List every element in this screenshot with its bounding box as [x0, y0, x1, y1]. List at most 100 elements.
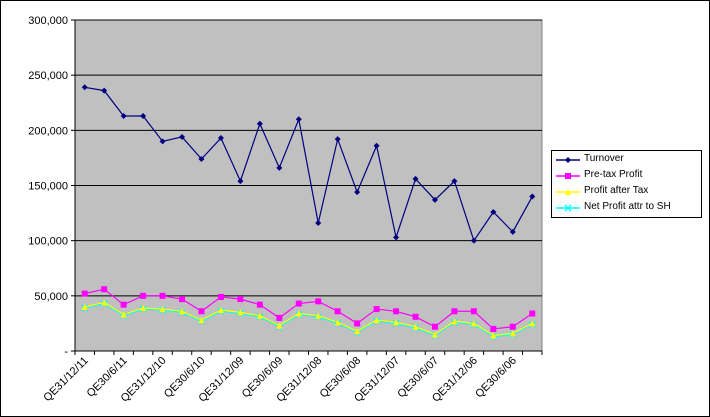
- turnover-point: [451, 178, 458, 185]
- legend-swatch-profit-after-tax: [556, 189, 580, 195]
- profit-after-tax-point: [393, 319, 400, 326]
- legend: Turnover Pre-tax Profit Profit after Tax Ne…: [551, 150, 702, 218]
- turnover-point: [315, 220, 322, 227]
- turnover-point: [431, 196, 438, 203]
- series-layer: [81, 84, 536, 341]
- series-turnover: [81, 84, 536, 244]
- pre-tax-profit-point: [470, 308, 477, 315]
- turnover-point: [334, 136, 341, 143]
- turnover-point: [120, 112, 127, 119]
- pre-tax-profit-point: [217, 293, 224, 300]
- pre-tax-profit-point: [315, 298, 322, 305]
- profit-after-tax-point: [373, 317, 380, 324]
- pre-tax-profit-point: [509, 323, 516, 330]
- pre-tax-profit-point: [451, 308, 458, 315]
- legend-label-turnover: Turnover: [584, 153, 624, 164]
- pre-tax-profit-point: [198, 308, 205, 315]
- x-tick-label: QE30/6/06: [473, 355, 519, 401]
- profit-after-tax-point: [295, 310, 302, 317]
- x-tick-label: QE31/12/11: [41, 355, 90, 404]
- profit-after-tax-point: [217, 307, 224, 314]
- profit-after-tax-point: [159, 306, 166, 313]
- turnover-point: [354, 189, 361, 196]
- legend-swatch-turnover: [556, 157, 580, 163]
- pre-tax-profit-point: [179, 296, 186, 303]
- series-line-net-profit-attr-to-sh: [84, 302, 533, 338]
- legend-item-turnover: Turnover: [552, 152, 701, 168]
- turnover-point: [256, 120, 263, 127]
- y-tick-label: 250,000: [28, 70, 68, 82]
- turnover-point: [276, 164, 283, 171]
- profit-after-tax-point: [451, 318, 458, 325]
- legend-label-pre-tax-profit: Pre-tax Profit: [584, 169, 643, 180]
- profit-after-tax-point: [431, 331, 438, 338]
- y-tick-label: 50,000: [34, 291, 68, 303]
- pre-tax-profit-point: [276, 314, 283, 321]
- y-tick-label: 300,000: [28, 15, 68, 27]
- pre-tax-profit-point: [159, 292, 166, 299]
- profit-after-tax-point: [315, 312, 322, 319]
- turnover-point: [81, 84, 88, 91]
- profit-after-tax-point: [81, 303, 88, 310]
- legend-item-pre-tax-profit: Pre-tax Profit: [552, 168, 701, 184]
- legend-label-net-profit-attr-to-sh: Net Profit attr to SH: [584, 201, 671, 212]
- profit-after-tax-point: [470, 320, 477, 327]
- pre-tax-profit-point: [431, 323, 438, 330]
- profit-after-tax-point: [509, 330, 516, 337]
- pre-tax-profit-point: [256, 301, 263, 308]
- pre-tax-profit-point: [101, 286, 108, 293]
- pre-tax-profit-point: [565, 173, 571, 179]
- y-tick-label: 150,000: [28, 181, 68, 193]
- pre-tax-profit-point: [354, 320, 361, 327]
- turnover-point: [490, 208, 497, 215]
- legend-item-net-profit-attr-to-sh: Net Profit attr to SH: [552, 200, 701, 216]
- y-axis: - 50,000 100,000 150,000 200,000 250,000 300,0…: [28, 15, 76, 358]
- pre-tax-profit-point: [295, 300, 302, 307]
- profit-after-tax-point: [179, 308, 186, 315]
- turnover-point: [140, 112, 147, 119]
- series-line-profit-after-tax: [84, 301, 533, 337]
- y-tick-label: 200,000: [28, 125, 68, 137]
- y-tick-label: 100,000: [28, 236, 68, 248]
- pre-tax-profit-point: [529, 310, 536, 317]
- net-profit-attr-to-sh-point: [564, 204, 572, 212]
- profit-after-tax-point: [354, 328, 361, 335]
- series-line-pre-tax-profit: [84, 288, 533, 330]
- turnover-point: [393, 234, 400, 241]
- turnover-point: [237, 178, 244, 185]
- turnover-point: [470, 237, 477, 244]
- profit-after-tax-point: [120, 311, 127, 318]
- profit-after-tax-point: [140, 304, 147, 311]
- plot-area: [74, 19, 543, 352]
- pre-tax-profit-point: [120, 301, 127, 308]
- legend-label-profit-after-tax: Profit after Tax: [584, 185, 649, 196]
- pre-tax-profit-point: [334, 308, 341, 315]
- turnover-point: [198, 156, 205, 163]
- profit-after-tax-point: [276, 322, 283, 329]
- turnover-point: [217, 135, 224, 142]
- turnover-point: [565, 157, 571, 163]
- profit-after-tax-point: [237, 309, 244, 316]
- profit-after-tax-point: [490, 332, 497, 339]
- turnover-point: [509, 228, 516, 235]
- legend-swatch-net-profit-attr-to-sh: [556, 204, 580, 212]
- profit-after-tax-point: [101, 299, 108, 306]
- series-line-turnover: [84, 86, 533, 243]
- turnover-point: [179, 133, 186, 140]
- pre-tax-profit-point: [140, 292, 147, 299]
- pre-tax-profit-point: [237, 296, 244, 303]
- turnover-point: [159, 138, 166, 145]
- y-tick-label: -: [64, 346, 68, 358]
- series-profit-after-tax: [81, 299, 536, 339]
- series-pre-tax-profit: [81, 286, 536, 332]
- profit-after-tax-point: [198, 317, 205, 324]
- turnover-point: [295, 116, 302, 123]
- profit-after-tax-point: [256, 312, 263, 319]
- x-axis: QE31/12/11QE30/6/11QE31/12/10QE30/6/10QE…: [41, 350, 543, 405]
- legend-item-profit-after-tax: Profit after Tax: [552, 184, 701, 200]
- pre-tax-profit-point: [81, 290, 88, 297]
- profit-after-tax-point: [334, 319, 341, 326]
- profit-after-tax-point: [565, 189, 571, 195]
- legend-swatch-pre-tax-profit: [556, 173, 580, 179]
